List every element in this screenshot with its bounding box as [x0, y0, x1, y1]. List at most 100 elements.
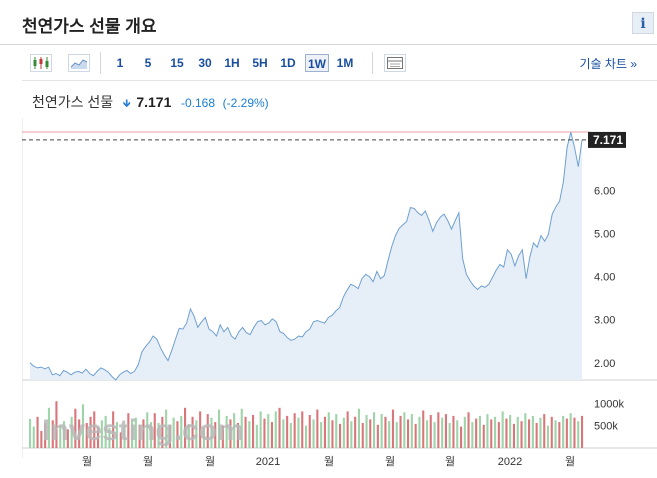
- volume-bar: [157, 423, 160, 448]
- timeframe-1d[interactable]: 1D: [280, 56, 296, 70]
- volume-bar: [516, 416, 519, 448]
- timeframe-30[interactable]: 30: [198, 56, 212, 70]
- volume-bar: [418, 416, 421, 448]
- volume-bar: [505, 418, 508, 448]
- volume-bar: [339, 423, 342, 448]
- technical-chart-link[interactable]: 기술 차트 »: [579, 57, 637, 71]
- volume-bar: [335, 414, 338, 448]
- timeframe-1m[interactable]: 1M: [336, 56, 354, 70]
- volume-bar: [577, 421, 580, 448]
- volume-bar: [320, 422, 323, 448]
- volume-bar: [297, 417, 300, 448]
- y-tick-label: 2.00: [594, 358, 615, 370]
- volume-bar: [376, 424, 379, 448]
- volume-bar: [29, 419, 32, 448]
- volume-bar: [562, 415, 565, 448]
- volume-bar: [346, 411, 349, 448]
- volume-bar: [369, 419, 372, 448]
- timeframe-15[interactable]: 15: [170, 56, 184, 70]
- volume-bar: [252, 415, 255, 448]
- volume-bar: [403, 412, 406, 448]
- volume-bar: [478, 415, 481, 448]
- volume-bar: [195, 420, 198, 448]
- volume-bar: [206, 414, 209, 448]
- timeframe-1w[interactable]: 1W: [305, 54, 329, 72]
- price-chart[interactable]: 2.00 3.00 4.00 5.00 6.00 7.171 1000k 500k Invest…: [21, 118, 657, 473]
- volume-bar: [486, 414, 489, 448]
- volume-bar: [501, 411, 504, 448]
- volume-bar: [127, 413, 130, 448]
- volume-bar: [63, 421, 66, 448]
- volume-bar: [142, 419, 145, 448]
- toolbar-separator: [372, 52, 373, 74]
- volume-bar: [165, 409, 168, 448]
- volume-bar: [229, 419, 232, 448]
- volume-bar: [153, 413, 156, 448]
- volume-bar: [70, 416, 73, 448]
- volume-bar: [422, 410, 425, 448]
- price-line: [29, 132, 583, 381]
- volume-bar: [456, 420, 459, 448]
- candlestick-icon[interactable]: [30, 54, 52, 72]
- volume-bar: [161, 416, 164, 448]
- timeframe-1h[interactable]: 1H: [224, 56, 240, 70]
- timeframe-5[interactable]: 5: [144, 56, 152, 70]
- volume-bar: [460, 426, 463, 448]
- volume-bar: [573, 417, 576, 448]
- volume-bar: [225, 415, 228, 448]
- page-title: 천연가스 선물 개요: [22, 17, 157, 36]
- x-tick-label: 월: [82, 455, 92, 468]
- area-chart-icon[interactable]: [68, 54, 90, 72]
- volume-bar: [47, 407, 50, 448]
- volume-bar: [471, 422, 474, 448]
- volume-bar: [565, 418, 568, 448]
- volume-bar: [97, 426, 100, 448]
- price-chart-svg[interactable]: 2.00 3.00 4.00 5.00 6.00 7.171 1000k 500k Invest…: [21, 118, 657, 473]
- volume-bar: [89, 416, 92, 448]
- volume-bar: [119, 432, 122, 448]
- volume-bar: [289, 423, 292, 448]
- volume-bar: [524, 413, 527, 448]
- x-tick-label: 월: [205, 455, 215, 468]
- volume-bar: [452, 415, 455, 448]
- volume-bar: [104, 415, 107, 448]
- volume-bar: [274, 411, 277, 448]
- volume-bar: [138, 424, 141, 448]
- volume-bar: [354, 416, 357, 448]
- x-tick-label: 월: [385, 455, 395, 468]
- volume-bar: [312, 419, 315, 448]
- volume-bar: [74, 408, 77, 448]
- volume-bar: [490, 419, 493, 448]
- volume-bar: [494, 416, 497, 448]
- volume-bar: [240, 408, 243, 448]
- volume-bar: [535, 423, 538, 448]
- volume-bar: [305, 425, 308, 448]
- volume-bar: [448, 423, 451, 448]
- timeframe-5h[interactable]: 5H: [252, 56, 268, 70]
- volume-bar: [270, 422, 273, 448]
- volume-bar: [202, 427, 205, 448]
- volume-bar: [78, 419, 81, 448]
- volume-bar: [36, 416, 39, 448]
- volume-bar: [115, 422, 118, 448]
- volume-bar: [221, 425, 224, 448]
- chart-toolbar: 1 5 15 30 1H 5H 1D 1W 1M 기술 차트 »: [0, 48, 657, 80]
- volume-bar: [357, 408, 360, 448]
- volume-bar: [146, 412, 149, 448]
- volume-bar: [373, 412, 376, 448]
- volume-bar: [410, 414, 413, 448]
- volume-bar: [467, 412, 470, 448]
- volume-bar: [414, 423, 417, 448]
- volume-bar: [112, 411, 115, 448]
- volume-bar: [308, 415, 311, 448]
- volume-bar: [180, 415, 183, 448]
- volume-bar: [187, 423, 190, 448]
- x-tick-label: 2022: [498, 456, 522, 468]
- timeframe-1[interactable]: 1: [116, 56, 124, 70]
- volume-bar: [218, 409, 221, 448]
- info-icon[interactable]: i: [632, 12, 654, 34]
- table-icon[interactable]: [384, 54, 406, 72]
- volume-bar: [388, 421, 391, 448]
- volume-bar: [395, 422, 398, 448]
- volume-bar: [539, 417, 542, 448]
